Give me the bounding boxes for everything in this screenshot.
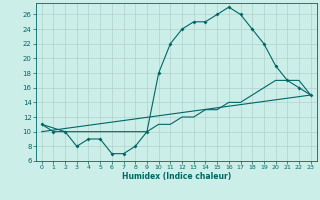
X-axis label: Humidex (Indice chaleur): Humidex (Indice chaleur) — [122, 172, 231, 181]
